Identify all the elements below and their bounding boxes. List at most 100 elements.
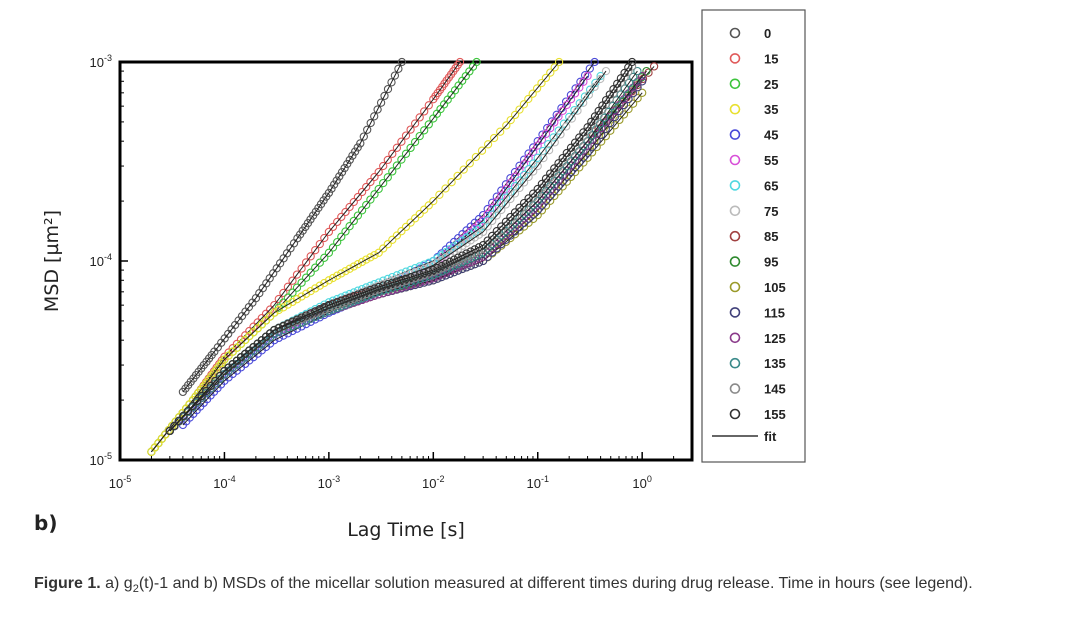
data-point xyxy=(311,307,320,316)
x-tick-label: 10-3 xyxy=(318,474,340,491)
data-point xyxy=(562,177,571,186)
y-tick-label: 10-4 xyxy=(90,252,112,269)
data-point xyxy=(288,276,297,285)
data-point xyxy=(388,167,397,176)
data-point xyxy=(349,291,358,301)
data-point xyxy=(345,293,354,302)
data-point xyxy=(362,287,371,296)
data-point xyxy=(349,262,358,271)
data-point xyxy=(406,218,415,227)
data-point xyxy=(297,292,306,301)
data-point xyxy=(510,218,520,227)
data-point xyxy=(279,288,288,298)
legend-item: 45 xyxy=(729,128,778,143)
data-point xyxy=(558,106,567,115)
legend-item: 85 xyxy=(729,229,778,244)
data-point xyxy=(524,94,533,104)
data-point xyxy=(374,167,383,177)
data-point xyxy=(353,143,362,152)
data-point xyxy=(392,161,402,170)
data-point xyxy=(546,196,555,205)
data-point xyxy=(353,192,363,202)
series-35 xyxy=(147,57,564,456)
data-point xyxy=(515,166,524,175)
data-point xyxy=(592,142,601,152)
data-point xyxy=(579,128,588,137)
data-point xyxy=(524,172,533,182)
data-point xyxy=(627,57,637,67)
y-axis-title: MSD [µm²] xyxy=(41,210,63,312)
data-point xyxy=(606,118,615,128)
data-point xyxy=(562,172,571,181)
data-point xyxy=(420,126,429,135)
legend-label: 65 xyxy=(764,178,778,193)
data-point xyxy=(554,159,563,168)
data-point xyxy=(311,263,320,272)
data-point xyxy=(328,273,338,283)
data-point xyxy=(315,281,324,290)
data-point xyxy=(497,222,506,231)
data-point xyxy=(174,416,184,426)
data-point xyxy=(350,147,360,156)
data-point xyxy=(340,163,349,173)
data-point xyxy=(501,217,511,226)
data-point xyxy=(387,78,396,87)
data-point xyxy=(455,57,465,67)
data-point xyxy=(370,190,379,199)
data-point xyxy=(501,185,511,194)
data-point xyxy=(533,141,542,150)
data-point xyxy=(437,251,446,260)
data-point xyxy=(441,271,450,280)
data-point xyxy=(483,140,493,149)
legend-item: 155 xyxy=(729,407,786,422)
legend-item: 35 xyxy=(729,102,778,117)
data-point xyxy=(333,303,342,313)
legend-label: 85 xyxy=(764,229,778,244)
data-point xyxy=(249,322,258,331)
data-point xyxy=(558,153,567,163)
data-point xyxy=(562,162,571,171)
data-point xyxy=(584,90,594,99)
data-point xyxy=(165,426,174,436)
caption-text-part1: a) g xyxy=(100,575,133,592)
data-point xyxy=(388,235,397,244)
legend-marker xyxy=(729,281,741,293)
data-point xyxy=(454,239,463,248)
data-point xyxy=(454,253,463,262)
data-point xyxy=(519,178,529,187)
data-point xyxy=(320,233,329,243)
data-point xyxy=(366,253,375,262)
data-point xyxy=(370,112,379,121)
x-axis: 10-5 10-4 10-3 10-2 10-1 100 xyxy=(109,452,675,491)
data-point xyxy=(292,295,302,304)
data-point xyxy=(353,290,363,299)
data-point xyxy=(449,247,459,256)
data-point xyxy=(458,254,467,263)
legend-marker xyxy=(729,53,741,64)
data-point xyxy=(379,161,388,171)
data-point xyxy=(337,212,346,222)
data-point xyxy=(406,143,415,153)
data-point xyxy=(524,214,533,223)
data-point xyxy=(573,106,582,115)
data-point xyxy=(483,236,492,245)
data-point xyxy=(345,222,354,231)
data-point xyxy=(357,206,367,215)
data-point xyxy=(510,110,520,120)
legend-label: 125 xyxy=(764,331,786,346)
data-point xyxy=(570,152,580,161)
data-point xyxy=(333,237,342,247)
data-point xyxy=(429,256,438,266)
data-point xyxy=(441,259,450,269)
data-point xyxy=(345,296,354,305)
data-point xyxy=(333,300,342,310)
data-point xyxy=(478,256,488,266)
data-point xyxy=(332,176,341,185)
data-point xyxy=(283,282,293,291)
data-point xyxy=(583,71,592,81)
data-point xyxy=(328,222,338,232)
x-axis-title: Lag Time [s] xyxy=(347,519,465,541)
data-point xyxy=(397,227,406,236)
legend-label: 0 xyxy=(764,26,771,41)
data-layer xyxy=(147,57,659,456)
